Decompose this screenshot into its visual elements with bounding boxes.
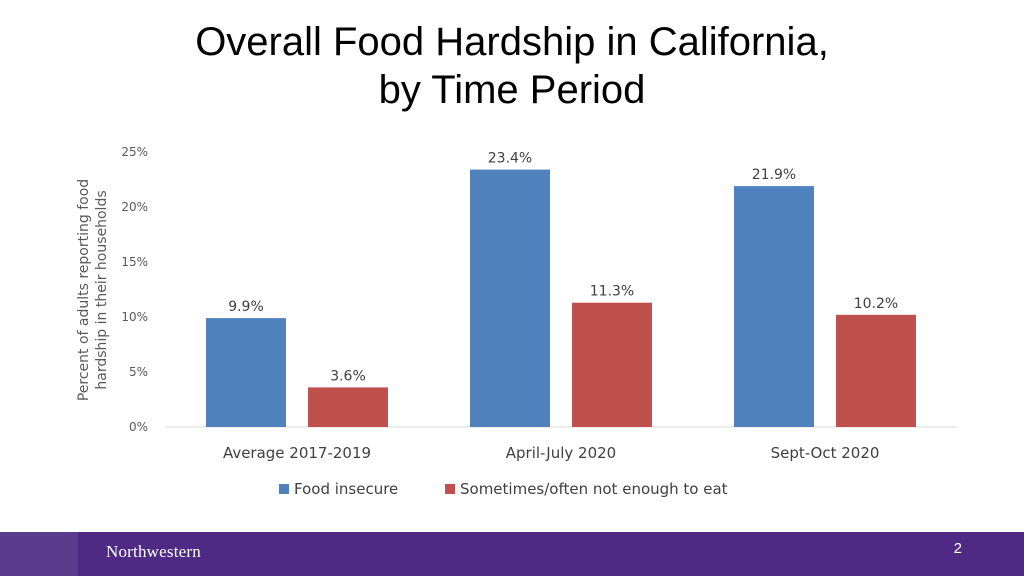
x-category-label: Average 2017-2019 xyxy=(223,444,371,462)
data-label: 23.4% xyxy=(488,151,532,167)
northwestern-logo: Northwestern xyxy=(106,542,201,561)
bar-food-insecure xyxy=(206,318,286,427)
x-category-label: Sept-Oct 2020 xyxy=(771,444,880,462)
bar-chart: 0% 5% 10% 15% 20% 25% Percent of adults report… xyxy=(76,145,957,498)
page-number: 2 xyxy=(953,540,962,557)
bar-food-insecure xyxy=(734,186,814,427)
data-label: 11.3% xyxy=(590,284,634,300)
data-label: 9.9% xyxy=(228,299,264,315)
y-tick-label: 0% xyxy=(129,420,148,434)
data-label: 10.2% xyxy=(854,296,898,312)
bar-not-enough-to-eat xyxy=(308,387,388,427)
slide-title: Overall Food Hardship in California, by … xyxy=(0,18,1024,114)
x-category-label: April-July 2020 xyxy=(506,444,616,462)
footer-accent-block xyxy=(0,532,78,576)
bar-food-insecure xyxy=(470,169,550,427)
data-label: 3.6% xyxy=(330,368,366,384)
bar-not-enough-to-eat xyxy=(836,314,916,427)
legend-label: Food insecure xyxy=(294,480,398,498)
y-tick-label: 25% xyxy=(121,145,148,159)
legend-label: Sometimes/often not enough to eat xyxy=(460,480,728,498)
y-tick-label: 5% xyxy=(129,365,148,379)
bar-not-enough-to-eat xyxy=(572,302,652,427)
footer-bar: Northwestern 2 xyxy=(0,532,1024,576)
title-line-2: by Time Period xyxy=(378,68,646,112)
y-tick-label: 15% xyxy=(121,255,148,269)
title-line-1: Overall Food Hardship in California, xyxy=(195,20,829,64)
legend-swatch-food-insecure xyxy=(279,484,289,494)
y-axis-title-line-2: hardship in their households xyxy=(94,190,110,389)
y-tick-label: 20% xyxy=(121,200,148,214)
legend-swatch-not-enough-to-eat xyxy=(445,484,455,494)
data-label: 21.9% xyxy=(752,167,796,183)
y-tick-label: 10% xyxy=(121,310,148,324)
y-axis-title-line-1: Percent of adults reporting food xyxy=(76,179,92,401)
